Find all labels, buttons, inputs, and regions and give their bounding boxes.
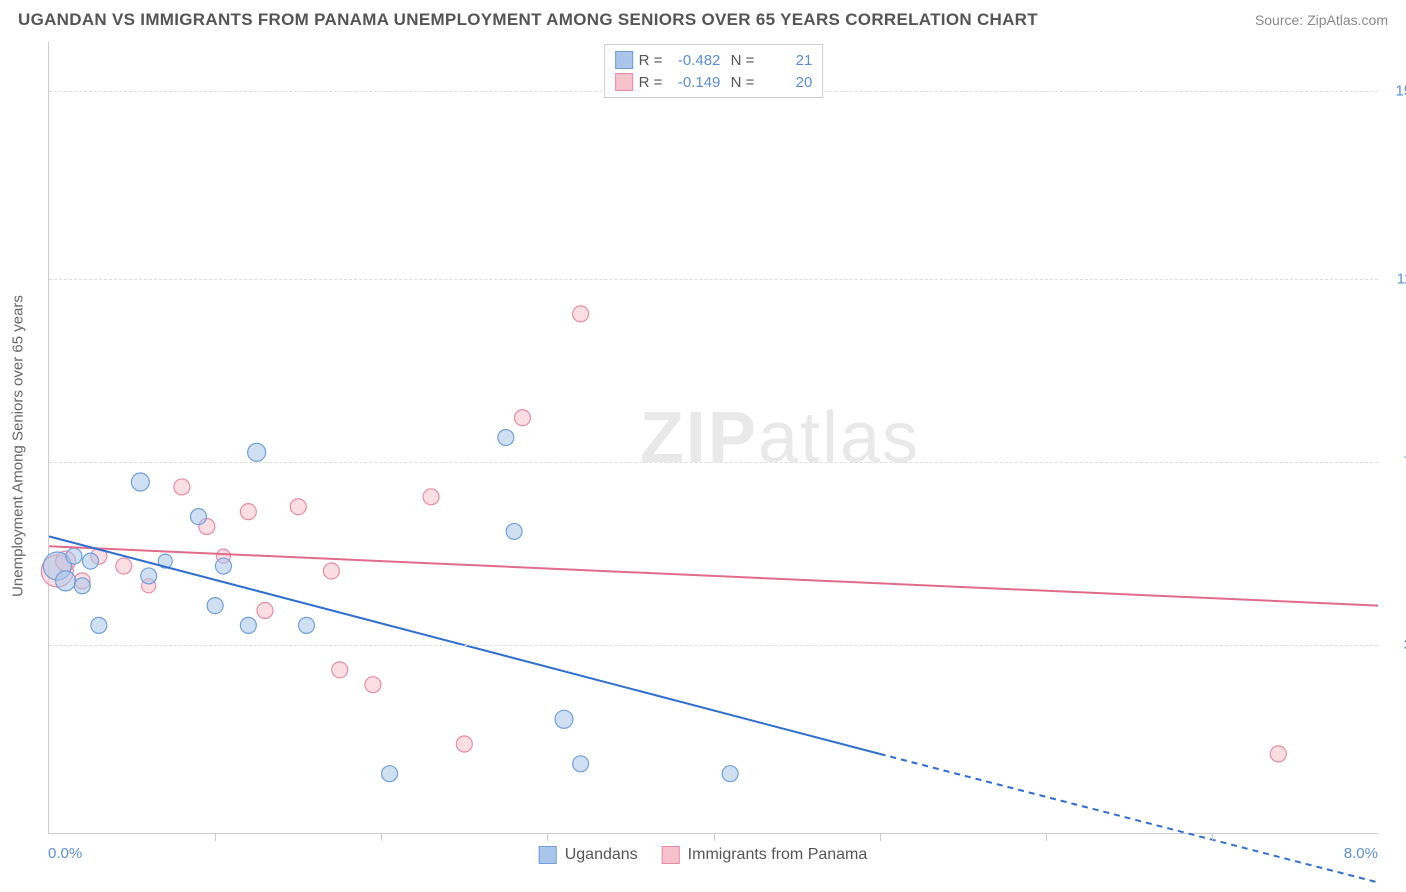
scatter-point — [573, 756, 589, 772]
r-value-ugandans: -0.482 — [668, 52, 720, 69]
gridline — [49, 279, 1378, 280]
x-tick — [215, 833, 216, 841]
scatter-point — [74, 578, 90, 594]
r-value-panama: -0.149 — [668, 74, 720, 91]
scatter-point — [215, 558, 231, 574]
x-tick — [1212, 833, 1213, 841]
scatter-point — [290, 499, 306, 515]
r-label: R = — [639, 74, 663, 91]
scatter-point — [514, 410, 530, 426]
correlation-row-panama: R = -0.149 N = 20 — [615, 71, 813, 93]
scatter-point — [191, 509, 207, 525]
regression-line — [880, 754, 1378, 883]
scatter-point — [207, 598, 223, 614]
y-tick-label: 15.0% — [1395, 83, 1406, 100]
correlation-row-ugandans: R = -0.482 N = 21 — [615, 49, 813, 71]
x-tick — [1046, 833, 1047, 841]
correlation-legend: R = -0.482 N = 21 R = -0.149 N = 20 — [604, 44, 824, 98]
scatter-point — [423, 489, 439, 505]
swatch-ugandans — [615, 51, 633, 69]
chart-header: UGANDAN VS IMMIGRANTS FROM PANAMA UNEMPL… — [18, 10, 1388, 30]
scatter-point — [456, 736, 472, 752]
scatter-point — [240, 504, 256, 520]
scatter-point — [506, 523, 522, 539]
scatter-point — [498, 430, 514, 446]
scatter-point — [365, 677, 381, 693]
x-tick — [381, 833, 382, 841]
scatter-point — [66, 548, 82, 564]
r-label: R = — [639, 52, 663, 69]
x-axis-max-label: 8.0% — [1344, 845, 1378, 862]
scatter-point — [141, 568, 157, 584]
scatter-point — [174, 479, 190, 495]
swatch-panama-bottom — [662, 846, 680, 864]
n-value-ugandans: 21 — [760, 52, 812, 69]
scatter-point — [56, 571, 76, 591]
scatter-point — [332, 662, 348, 678]
scatter-point — [83, 553, 99, 569]
x-tick — [714, 833, 715, 841]
scatter-point — [298, 617, 314, 633]
legend-label-ugandans: Ugandans — [565, 846, 638, 864]
n-value-panama: 20 — [760, 74, 812, 91]
scatter-point — [1270, 746, 1286, 762]
regression-line — [49, 546, 1378, 605]
scatter-point — [573, 306, 589, 322]
gridline — [49, 462, 1378, 463]
swatch-panama — [615, 73, 633, 91]
chart-plot-area: R = -0.482 N = 21 R = -0.149 N = 20 ZIPa… — [48, 42, 1378, 834]
scatter-point — [382, 766, 398, 782]
scatter-point — [248, 443, 266, 461]
scatter-point — [116, 558, 132, 574]
scatter-point — [131, 473, 149, 491]
scatter-plot-svg — [49, 42, 1378, 833]
scatter-point — [323, 563, 339, 579]
scatter-point — [257, 603, 273, 619]
y-axis-label: Unemployment Among Seniors over 65 years — [10, 295, 27, 597]
legend-label-panama: Immigrants from Panama — [688, 846, 868, 864]
series-legend: Ugandans Immigrants from Panama — [539, 846, 868, 864]
swatch-ugandans-bottom — [539, 846, 557, 864]
chart-title: UGANDAN VS IMMIGRANTS FROM PANAMA UNEMPL… — [18, 10, 1038, 30]
legend-item-panama: Immigrants from Panama — [662, 846, 868, 864]
scatter-point — [722, 766, 738, 782]
x-axis-min-label: 0.0% — [48, 845, 82, 862]
n-label: N = — [726, 52, 754, 69]
n-label: N = — [726, 74, 754, 91]
x-tick — [547, 833, 548, 841]
gridline — [49, 645, 1378, 646]
scatter-point — [240, 617, 256, 633]
legend-item-ugandans: Ugandans — [539, 846, 638, 864]
scatter-point — [91, 617, 107, 633]
chart-source: Source: ZipAtlas.com — [1255, 12, 1388, 28]
x-tick — [880, 833, 881, 841]
scatter-point — [555, 710, 573, 728]
y-tick-label: 11.2% — [1397, 271, 1406, 288]
